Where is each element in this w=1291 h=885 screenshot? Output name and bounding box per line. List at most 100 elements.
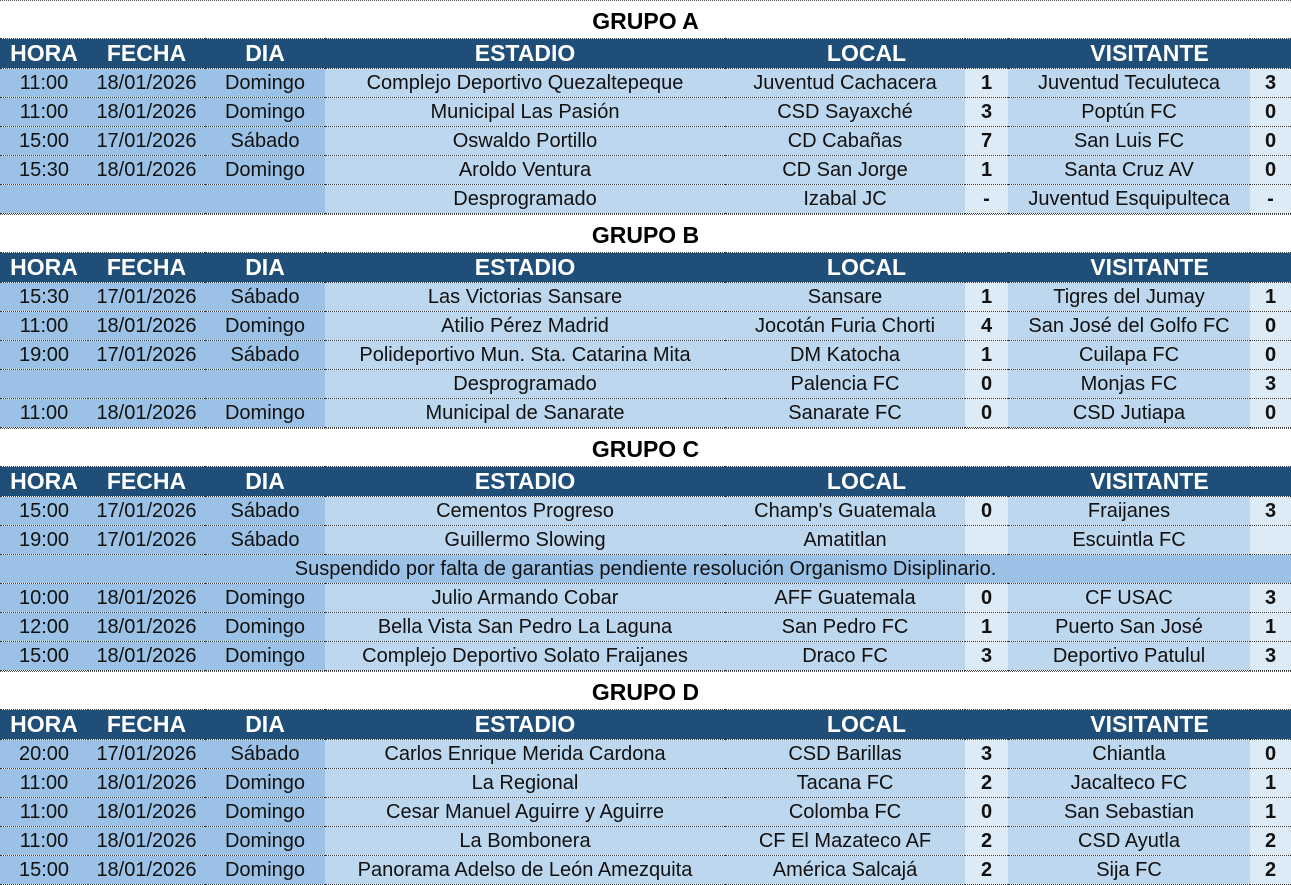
column-header: HORA xyxy=(0,38,88,69)
local-cell: Sansare xyxy=(725,282,965,312)
fecha-cell: 17/01/2026 xyxy=(88,496,205,526)
fecha-cell xyxy=(88,184,205,214)
dia-cell: Sábado xyxy=(205,126,325,156)
estadio-cell: Atilio Pérez Madrid xyxy=(325,311,725,341)
hora-cell: 20:00 xyxy=(0,739,88,769)
table-row: 20:00 17/01/2026 Sábado Carlos Enrique Meri… xyxy=(0,739,1291,769)
hora-cell: 11:00 xyxy=(0,311,88,341)
estadio-cell: Aroldo Ventura xyxy=(325,155,725,185)
hora-cell: 19:00 xyxy=(0,525,88,555)
fecha-cell: 18/01/2026 xyxy=(88,855,205,885)
fecha-cell: 18/01/2026 xyxy=(88,97,205,127)
visitante-score-cell: - xyxy=(1250,184,1291,214)
column-header: DIA xyxy=(205,709,325,740)
fecha-cell: 18/01/2026 xyxy=(88,398,205,428)
local-score-cell: 1 xyxy=(965,340,1008,370)
estadio-cell: Desprogramado xyxy=(325,369,725,399)
hora-cell: 19:00 xyxy=(0,340,88,370)
fecha-cell: 18/01/2026 xyxy=(88,155,205,185)
estadio-cell: Municipal Las Pasión xyxy=(325,97,725,127)
local-cell: Juventud Cachacera xyxy=(725,68,965,98)
fecha-cell: 17/01/2026 xyxy=(88,282,205,312)
column-header: DIA xyxy=(205,38,325,69)
dia-cell: Sábado xyxy=(205,340,325,370)
estadio-cell: Bella Vista San Pedro La Laguna xyxy=(325,612,725,642)
fixtures-table: HORA FECHA DIA ESTADIO LOCAL VISITANTE 20:00 17… xyxy=(0,709,1291,885)
hora-cell: 15:30 xyxy=(0,155,88,185)
column-header: LOCAL xyxy=(725,252,1008,283)
local-score-cell: 2 xyxy=(965,826,1008,856)
table-row: 19:00 17/01/2026 Sábado Polideportivo Mun. … xyxy=(0,340,1291,370)
visitante-cell: CF USAC xyxy=(1008,583,1250,613)
local-score-cell: 3 xyxy=(965,739,1008,769)
estadio-cell: Complejo Deportivo Quezaltepeque xyxy=(325,68,725,98)
hora-cell: 11:00 xyxy=(0,826,88,856)
local-cell: CSD Sayaxché xyxy=(725,97,965,127)
fecha-cell: 17/01/2026 xyxy=(88,525,205,555)
dia-cell: Domingo xyxy=(205,68,325,98)
visitante-cell: Santa Cruz AV xyxy=(1008,155,1250,185)
dia-cell: Sábado xyxy=(205,739,325,769)
group-title: GRUPO D xyxy=(0,671,1291,709)
visitante-cell: Fraijanes xyxy=(1008,496,1250,526)
local-cell: CD Cabañas xyxy=(725,126,965,156)
visitante-cell: Juventud Esquipulteca xyxy=(1008,184,1250,214)
column-header: HORA xyxy=(0,466,88,497)
column-header: LOCAL xyxy=(725,466,1008,497)
table-row: 10:00 18/01/2026 Domingo Julio Armando Coba… xyxy=(0,583,1291,613)
hora-cell: 11:00 xyxy=(0,68,88,98)
dia-cell xyxy=(205,184,325,214)
local-cell: Amatitlan xyxy=(725,525,965,555)
fecha-cell: 18/01/2026 xyxy=(88,583,205,613)
table-row: 11:00 18/01/2026 Domingo La Regional Tacana … xyxy=(0,768,1291,798)
group-title: GRUPO C xyxy=(0,428,1291,466)
visitante-score-cell xyxy=(1250,525,1291,555)
estadio-cell: Complejo Deportivo Solato Fraijanes xyxy=(325,641,725,671)
visitante-score-cell: 1 xyxy=(1250,768,1291,798)
column-header: DIA xyxy=(205,466,325,497)
visitante-score-cell: 2 xyxy=(1250,826,1291,856)
table-row: 11:00 18/01/2026 Domingo Municipal de Sanar… xyxy=(0,398,1291,428)
visitante-score-cell: 3 xyxy=(1250,583,1291,613)
dia-cell: Domingo xyxy=(205,641,325,671)
visitante-cell: Juventud Teculuteca xyxy=(1008,68,1250,98)
estadio-cell: Guillermo Slowing xyxy=(325,525,725,555)
local-score-cell: 1 xyxy=(965,612,1008,642)
estadio-cell: Desprogramado xyxy=(325,184,725,214)
dia-cell: Domingo xyxy=(205,398,325,428)
fecha-cell: 18/01/2026 xyxy=(88,826,205,856)
local-score-cell: 0 xyxy=(965,797,1008,827)
visitante-score-cell: 2 xyxy=(1250,855,1291,885)
column-header: ESTADIO xyxy=(325,38,725,69)
visitante-cell: San José del Golfo FC xyxy=(1008,311,1250,341)
hora-cell: 15:00 xyxy=(0,496,88,526)
fecha-cell: 18/01/2026 xyxy=(88,797,205,827)
header-row: HORA FECHA DIA ESTADIO LOCAL VISITANTE xyxy=(0,252,1291,283)
column-header: FECHA xyxy=(88,38,205,69)
table-row: Suspendido por falta de garantias pendie… xyxy=(0,554,1291,584)
local-score-cell: 1 xyxy=(965,155,1008,185)
local-score-cell: 1 xyxy=(965,68,1008,98)
table-row: Desprogramado Izabal JC - Juventud Esquipul… xyxy=(0,184,1291,214)
visitante-cell: Sija FC xyxy=(1008,855,1250,885)
table-row: 15:00 18/01/2026 Domingo Complejo Deportivo… xyxy=(0,641,1291,671)
column-header: HORA xyxy=(0,252,88,283)
fecha-cell: 18/01/2026 xyxy=(88,768,205,798)
visitante-cell: Deportivo Patulul xyxy=(1008,641,1250,671)
table-row: 11:00 18/01/2026 Domingo La Bombonera CF El … xyxy=(0,826,1291,856)
hora-cell: 15:00 xyxy=(0,641,88,671)
visitante-cell: Cuilapa FC xyxy=(1008,340,1250,370)
local-score-cell: 4 xyxy=(965,311,1008,341)
fecha-cell xyxy=(88,369,205,399)
header-row: HORA FECHA DIA ESTADIO LOCAL VISITANTE xyxy=(0,38,1291,69)
local-cell: DM Katocha xyxy=(725,340,965,370)
column-header: VISITANTE xyxy=(1008,252,1291,283)
visitante-cell: CSD Ayutla xyxy=(1008,826,1250,856)
visitante-cell: Tigres del Jumay xyxy=(1008,282,1250,312)
visitante-cell: Monjas FC xyxy=(1008,369,1250,399)
visitante-cell: Chiantla xyxy=(1008,739,1250,769)
fecha-cell: 18/01/2026 xyxy=(88,68,205,98)
estadio-cell: La Bombonera xyxy=(325,826,725,856)
fecha-cell: 18/01/2026 xyxy=(88,641,205,671)
visitante-score-cell: 1 xyxy=(1250,797,1291,827)
